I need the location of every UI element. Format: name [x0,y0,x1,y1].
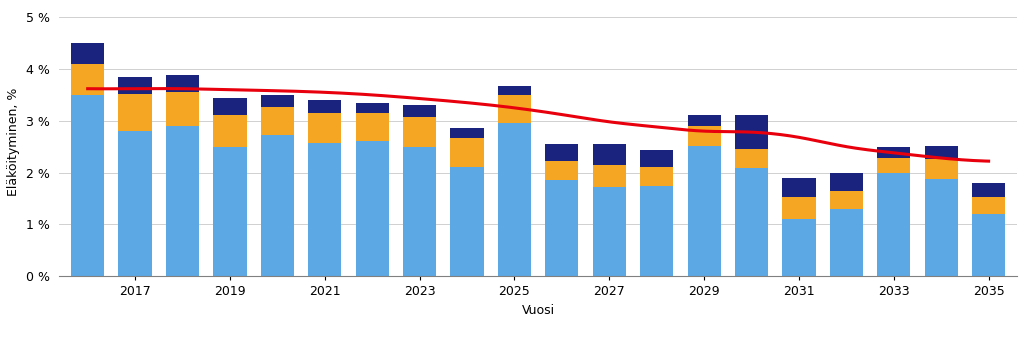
Bar [687,126,721,146]
Kaikki työnantajat yhteensä [636,124,648,128]
Bar [119,131,152,276]
Bar [451,128,483,138]
Bar [687,115,721,126]
Bar [355,113,389,141]
Bar [261,95,294,107]
Bar [593,144,626,165]
Kaikki työnantajat yhteensä [844,145,856,149]
Kaikki työnantajat yhteensä [901,152,913,156]
Bar [878,158,910,172]
Bar [972,184,1006,197]
Bar [498,95,531,124]
Bar [925,159,957,179]
Bar [593,165,626,187]
Bar [119,94,152,131]
Bar [308,143,341,276]
Bar [972,197,1006,214]
Bar [498,86,531,95]
Kaikki työnantajat yhteensä [82,87,94,91]
Bar [355,141,389,276]
Bar [451,138,483,167]
Y-axis label: Eläköityminen, %: Eläköityminen, % [7,87,19,196]
Bar [451,167,483,276]
Bar [166,126,199,276]
Bar [878,147,910,158]
Bar [119,77,152,94]
Bar [71,43,104,64]
Bar [355,103,389,113]
X-axis label: Vuosi: Vuosi [521,304,555,317]
Bar [403,117,436,147]
Bar [735,149,768,168]
Kaikki työnantajat yhteensä [85,87,97,91]
Bar [878,172,910,276]
Bar [213,98,247,115]
Bar [403,147,436,276]
Bar [213,115,247,147]
Bar [687,146,721,276]
Bar [545,161,579,180]
Bar [261,135,294,276]
Bar [735,115,768,149]
Bar [829,172,863,191]
Kaikki työnantajat yhteensä [617,121,630,126]
Kaikki työnantajat yhteensä [982,159,994,163]
Bar [640,187,673,276]
Bar [782,219,815,276]
Bar [782,178,815,197]
Bar [925,146,957,159]
Bar [925,179,957,276]
Line: Kaikki työnantajat yhteensä: Kaikki työnantajat yhteensä [88,89,988,161]
Bar [308,113,341,143]
Bar [166,75,199,92]
Bar [213,147,247,276]
Bar [71,64,104,95]
Bar [972,214,1006,276]
Bar [640,150,673,167]
Bar [498,124,531,276]
Bar [71,95,104,276]
Bar [640,167,673,187]
Bar [593,187,626,276]
Bar [308,100,341,113]
Kaikki työnantajat yhteensä [621,122,633,126]
Bar [545,144,579,161]
Bar [261,107,294,135]
Bar [735,168,768,276]
Bar [829,191,863,209]
Bar [829,209,863,276]
Bar [782,197,815,219]
Bar [403,105,436,117]
Bar [545,180,579,276]
Bar [166,92,199,126]
Kaikki työnantajat yhteensä [157,87,169,91]
